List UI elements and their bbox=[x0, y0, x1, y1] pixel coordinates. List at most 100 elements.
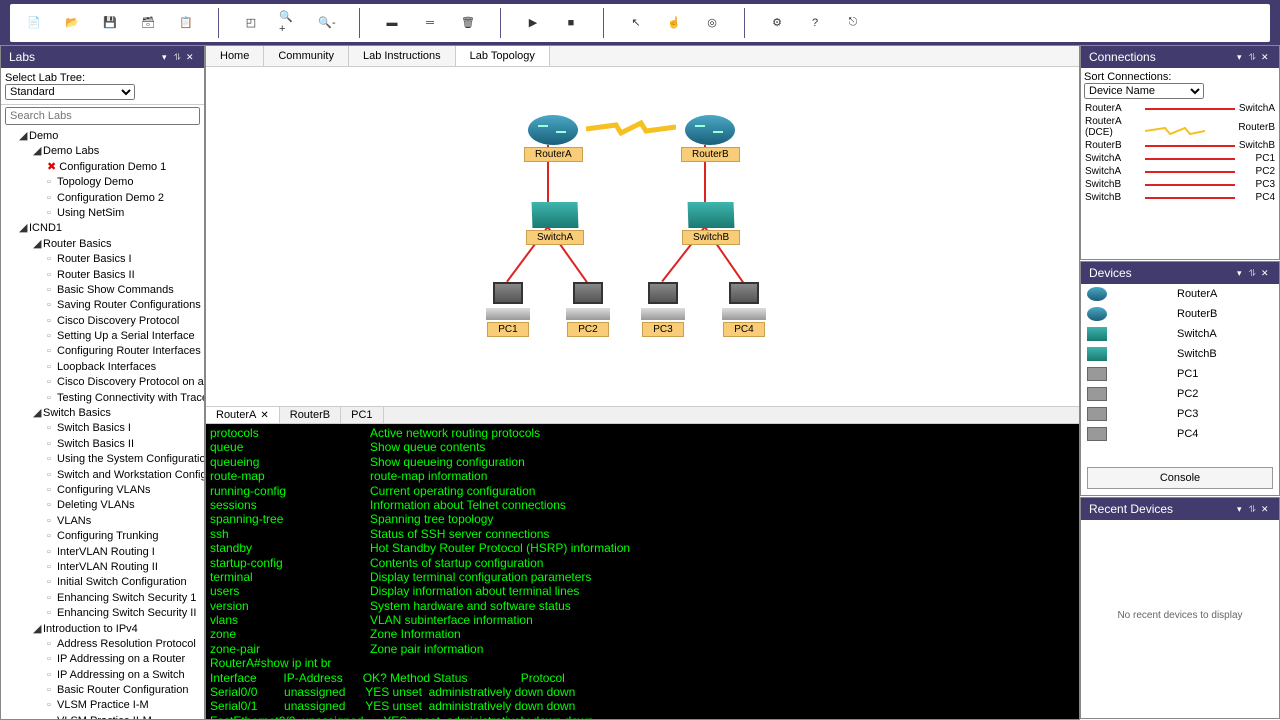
close-icon[interactable]: ✕ bbox=[1261, 52, 1271, 62]
tree-item[interactable]: ▫VLANs bbox=[1, 514, 204, 529]
close-icon[interactable]: ✕ bbox=[1261, 504, 1271, 514]
labs-search-input[interactable] bbox=[5, 107, 200, 125]
pin-icon[interactable]: ⥮ bbox=[1249, 504, 1259, 514]
tree-item[interactable]: ◢Introduction to IPv4 bbox=[1, 622, 204, 637]
tree-item[interactable]: ▫Switch Basics I bbox=[1, 421, 204, 436]
device-pc4[interactable]: PC4 bbox=[722, 282, 766, 337]
tree-item[interactable]: ▫Address Resolution Protocol bbox=[1, 637, 204, 652]
pin-icon[interactable]: ⥮ bbox=[1249, 268, 1259, 278]
device-row-pc2[interactable]: PC2 bbox=[1081, 384, 1279, 404]
tree-item[interactable]: ▫Testing Connectivity with Traceroute bbox=[1, 391, 204, 406]
pin2-icon[interactable]: ⥮ bbox=[174, 52, 184, 62]
device-pc3[interactable]: PC3 bbox=[641, 282, 685, 337]
connection-row[interactable]: RouterBSwitchB bbox=[1081, 139, 1279, 152]
tree-item[interactable]: ◢ICND1 bbox=[1, 221, 204, 236]
tree-item[interactable]: ▫Switch Basics II bbox=[1, 437, 204, 452]
tree-item[interactable]: ▫Deleting VLANs bbox=[1, 498, 204, 513]
device-switcha[interactable]: SwitchA bbox=[526, 202, 584, 245]
connection-row[interactable]: SwitchBPC3 bbox=[1081, 178, 1279, 191]
connection-row[interactable]: SwitchAPC2 bbox=[1081, 165, 1279, 178]
tree-item[interactable]: ▫VLSM Practice II-M bbox=[1, 714, 204, 719]
device-row-switcha[interactable]: SwitchA bbox=[1081, 324, 1279, 344]
tree-item[interactable]: ▫IP Addressing on a Router bbox=[1, 652, 204, 667]
tab-community[interactable]: Community bbox=[264, 46, 349, 66]
pin-icon[interactable]: ⥮ bbox=[1249, 52, 1259, 62]
device-row-routera[interactable]: RouterA bbox=[1081, 284, 1279, 304]
play-icon[interactable]: ▶ bbox=[523, 13, 543, 33]
logout-icon[interactable]: ⎋ bbox=[843, 13, 863, 33]
dropdown-icon[interactable]: ▾ bbox=[1237, 268, 1247, 278]
tree-item[interactable]: ▫InterVLAN Routing I bbox=[1, 545, 204, 560]
save-icon[interactable]: 💾 bbox=[100, 13, 120, 33]
tree-item[interactable]: ▫Switch and Workstation Configuration bbox=[1, 468, 204, 483]
sort-select[interactable]: Device Name bbox=[1084, 83, 1204, 99]
tree-item[interactable]: ▫Loopback Interfaces bbox=[1, 360, 204, 375]
window-icon[interactable]: ◰ bbox=[241, 13, 261, 33]
tree-item[interactable]: ▫Enhancing Switch Security 1 bbox=[1, 591, 204, 606]
pin-icon[interactable]: ▾ bbox=[162, 52, 172, 62]
target-icon[interactable]: ◎ bbox=[702, 13, 722, 33]
close-icon[interactable]: ✕ bbox=[1261, 268, 1271, 278]
connection-row[interactable]: SwitchAPC1 bbox=[1081, 152, 1279, 165]
align-mid-icon[interactable]: ═ bbox=[420, 13, 440, 33]
save-all-icon[interactable]: 🗃 bbox=[138, 13, 158, 33]
tree-item[interactable]: ▫Topology Demo bbox=[1, 175, 204, 190]
connection-row[interactable]: SwitchBPC4 bbox=[1081, 191, 1279, 204]
close-icon[interactable]: ✕ bbox=[260, 410, 268, 421]
dropdown-icon[interactable]: ▾ bbox=[1237, 52, 1247, 62]
terminal-output[interactable]: protocolsActive network routing protocol… bbox=[206, 424, 1079, 719]
tree-item[interactable]: ▫Configuration Demo 2 bbox=[1, 191, 204, 206]
device-pc2[interactable]: PC2 bbox=[566, 282, 610, 337]
console-button[interactable]: Console bbox=[1087, 467, 1273, 489]
tree-item[interactable]: ▫Configuring Router Interfaces bbox=[1, 344, 204, 359]
tree-item[interactable]: ◢Demo Labs bbox=[1, 144, 204, 159]
tree-item[interactable]: ▫Enhancing Switch Security II bbox=[1, 606, 204, 621]
tree-item[interactable]: ◢Switch Basics bbox=[1, 406, 204, 421]
tree-item[interactable]: ▫Basic Show Commands bbox=[1, 283, 204, 298]
zoom-in-icon[interactable]: 🔍+ bbox=[279, 13, 299, 33]
tree-item[interactable]: ▫Basic Router Configuration bbox=[1, 683, 204, 698]
tree-item[interactable]: ▫Router Basics I bbox=[1, 252, 204, 267]
tree-item[interactable]: ▫InterVLAN Routing II bbox=[1, 560, 204, 575]
lab-tree-select[interactable]: Standard bbox=[5, 84, 135, 100]
terminal-tab-routera[interactable]: RouterA ✕ bbox=[206, 407, 280, 423]
stop-icon[interactable]: ■ bbox=[561, 13, 581, 33]
gear-icon[interactable]: ⚙ bbox=[767, 13, 787, 33]
dropdown-icon[interactable]: ▾ bbox=[1237, 504, 1247, 514]
tree-item[interactable]: ◢Demo bbox=[1, 129, 204, 144]
device-routera[interactable]: RouterA bbox=[524, 115, 583, 162]
tree-item[interactable]: ▫Configuring Trunking bbox=[1, 529, 204, 544]
help-icon[interactable]: ? bbox=[805, 13, 825, 33]
tree-item[interactable]: ▫Router Basics II bbox=[1, 268, 204, 283]
tab-lab-instructions[interactable]: Lab Instructions bbox=[349, 46, 456, 66]
open-icon[interactable]: 📂 bbox=[62, 13, 82, 33]
device-pc1[interactable]: PC1 bbox=[486, 282, 530, 337]
tree-item[interactable]: ▫Setting Up a Serial Interface bbox=[1, 329, 204, 344]
device-row-pc3[interactable]: PC3 bbox=[1081, 404, 1279, 424]
hand-icon[interactable]: ☝ bbox=[664, 13, 684, 33]
terminal-tab-pc1[interactable]: PC1 bbox=[341, 407, 383, 423]
tree-item[interactable]: ▫Configuring VLANs bbox=[1, 483, 204, 498]
delete-icon[interactable]: 🗑 bbox=[458, 13, 478, 33]
tree-item[interactable]: ▫Cisco Discovery Protocol bbox=[1, 314, 204, 329]
device-row-routerb[interactable]: RouterB bbox=[1081, 304, 1279, 324]
tree-item[interactable]: ✖ Configuration Demo 1 bbox=[1, 160, 204, 175]
export-icon[interactable]: 📋 bbox=[176, 13, 196, 33]
pointer-icon[interactable]: ↖ bbox=[626, 13, 646, 33]
zoom-out-icon[interactable]: 🔍- bbox=[317, 13, 337, 33]
tree-item[interactable]: ◢Router Basics bbox=[1, 237, 204, 252]
tree-item[interactable]: ▫Saving Router Configurations bbox=[1, 298, 204, 313]
tree-item[interactable]: ▫VLSM Practice I-M bbox=[1, 698, 204, 713]
connection-row[interactable]: RouterA (DCE)RouterB bbox=[1081, 115, 1279, 139]
tree-item[interactable]: ▫Using NetSim bbox=[1, 206, 204, 221]
tree-item[interactable]: ▫Cisco Discovery Protocol on a Router bbox=[1, 375, 204, 390]
connection-row[interactable]: RouterASwitchA bbox=[1081, 102, 1279, 115]
device-row-switchb[interactable]: SwitchB bbox=[1081, 344, 1279, 364]
close-icon[interactable]: ✕ bbox=[186, 52, 196, 62]
device-routerb[interactable]: RouterB bbox=[681, 115, 740, 162]
device-switchb[interactable]: SwitchB bbox=[682, 202, 740, 245]
align-top-icon[interactable]: ▬ bbox=[382, 13, 402, 33]
topology-canvas[interactable]: RouterA RouterB SwitchA SwitchB PC1 PC2 PC3 PC4 bbox=[206, 67, 1079, 406]
tree-item[interactable]: ▫Initial Switch Configuration bbox=[1, 575, 204, 590]
device-row-pc1[interactable]: PC1 bbox=[1081, 364, 1279, 384]
